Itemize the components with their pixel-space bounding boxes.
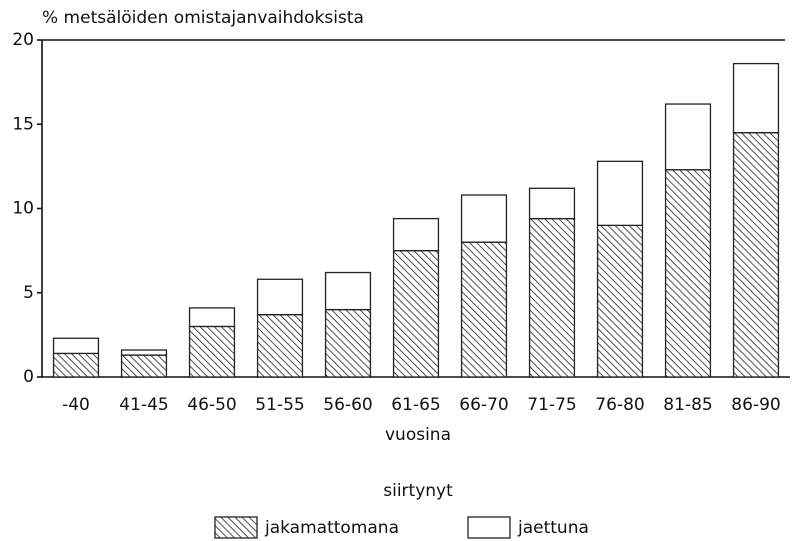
x-tick-label: 66-70 xyxy=(459,395,508,415)
bar-segment xyxy=(52,337,100,355)
x-tick-label: 46-50 xyxy=(187,395,236,415)
bar-segment xyxy=(528,217,576,378)
x-tick-label: -40 xyxy=(62,395,90,415)
bar-segment xyxy=(596,160,644,227)
y-tick-label: 10 xyxy=(12,199,34,219)
y-tick-label: 5 xyxy=(23,283,34,303)
bar-segment xyxy=(392,217,440,252)
chart-title: % metsälöiden omistajanvaihdoksista xyxy=(42,8,364,28)
x-tick-label: 76-80 xyxy=(595,395,644,415)
y-tick-label: 0 xyxy=(23,367,34,387)
bar-segment xyxy=(732,132,780,378)
x-tick-label: 81-85 xyxy=(663,395,712,415)
bar-segment xyxy=(188,325,236,378)
bar-segment xyxy=(256,314,304,378)
bar-segment xyxy=(324,308,372,378)
y-tick-label: 20 xyxy=(12,30,34,50)
bar-segment xyxy=(732,62,780,134)
y-tick-label: 15 xyxy=(12,114,34,134)
bar-segment xyxy=(460,194,508,243)
bar-segment xyxy=(120,349,168,356)
bar-segment xyxy=(324,271,372,311)
legend-swatch xyxy=(214,516,258,539)
x-tick-label: 56-60 xyxy=(323,395,372,415)
legend-title: siirtynyt xyxy=(383,481,453,501)
bar-segment xyxy=(528,187,576,220)
legend-label: jaettuna xyxy=(517,518,589,538)
legend-label: jakamattomana xyxy=(264,518,399,538)
bar-segment xyxy=(460,241,508,378)
bar-segment xyxy=(596,224,644,378)
bar-segment xyxy=(664,169,712,378)
x-tick-label: 61-65 xyxy=(391,395,440,415)
legend-swatch xyxy=(467,516,511,539)
bar-segment xyxy=(256,278,304,316)
bar-segment xyxy=(188,307,236,328)
bar-segment xyxy=(664,103,712,171)
x-axis-label: vuosina xyxy=(385,425,451,445)
bar-segment xyxy=(52,352,100,378)
x-tick-label: 71-75 xyxy=(527,395,576,415)
x-tick-label: 51-55 xyxy=(255,395,304,415)
bar-segment xyxy=(120,354,168,378)
bar-segment xyxy=(392,249,440,378)
x-tick-label: 41-45 xyxy=(119,395,168,415)
x-tick-label: 86-90 xyxy=(731,395,780,415)
